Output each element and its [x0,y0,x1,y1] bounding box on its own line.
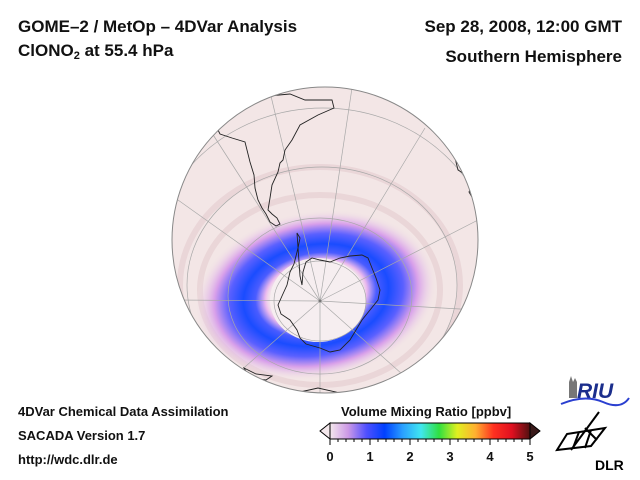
dlr-text: DLR [595,457,624,473]
globe-outline [171,86,479,394]
species-main: ClONO [18,41,74,60]
colorbar-tick-label: 2 [406,449,413,464]
credit-url[interactable]: http://wdc.dlr.de [18,452,118,467]
credit-line-2: SACADA Version 1.7 [18,428,146,443]
region-label: Southern Hemisphere [445,47,622,66]
colorbar-tick-label: 1 [366,449,373,464]
south-pole-marker [318,299,322,303]
riu-logo: RIU [560,376,630,407]
dlr-logo: DLR [555,411,624,473]
datetime-label: Sep 28, 2008, 12:00 GMT [424,17,623,36]
colorbar-extend-min [319,421,331,441]
species-label: ClONO2 at 55.4 hPa [18,41,173,62]
species-suffix: at 55.4 hPa [79,41,174,60]
colorbar-gradient [329,422,531,440]
colorbar-tick-label: 3 [446,449,453,464]
species-subscript: 2 [73,50,80,62]
south-america [216,93,335,227]
antarctica [277,232,381,353]
logos: RIU DLR [555,376,630,473]
colorbar-title: Volume Mixing Ratio [ppbv] [341,404,512,419]
graticule [172,87,478,393]
colorbar-extend-max [529,421,541,441]
madagascar [468,183,478,198]
colorbar-tick-label: 5 [526,449,533,464]
credit-line-1: 4DVar Chemical Data Assimilation [18,404,229,419]
map-title: GOME–2 / MetOp – 4DVar Analysis [18,17,298,36]
colorbar-tick-label: 0 [326,449,333,464]
australia-edge [299,387,351,393]
colorbar: 0 1 2 3 4 5 [319,421,541,464]
colorbar-tick-label: 4 [486,449,494,464]
riu-text: RIU [577,380,614,403]
